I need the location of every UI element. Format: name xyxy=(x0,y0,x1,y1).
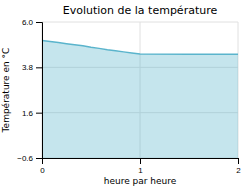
x-tick-label: 0 xyxy=(40,166,45,175)
chart: 0 1 2 −0.6 1.6 3.8 6.0 Evolution de la températ… xyxy=(0,0,250,188)
grid xyxy=(42,22,238,158)
y-tick-label: 3.8 xyxy=(22,63,34,72)
x-tick: 2 xyxy=(236,158,241,175)
plot: 0 1 2 −0.6 1.6 3.8 6.0 xyxy=(17,18,241,175)
x-domain xyxy=(43,159,239,165)
y-tick: 3.8 xyxy=(22,63,42,72)
area xyxy=(42,41,238,158)
x-tick-mark xyxy=(140,158,141,164)
x-tick: 0 xyxy=(40,158,45,175)
marks xyxy=(42,41,238,158)
x-tick: 1 xyxy=(138,158,143,175)
x-axis: 0 1 2 xyxy=(40,158,241,175)
y-tick: −0.6 xyxy=(17,154,42,163)
y-axis: −0.6 1.6 3.8 6.0 xyxy=(17,18,42,163)
y-domain xyxy=(36,23,43,159)
y-tick-label: 6.0 xyxy=(22,18,34,27)
x-tick-label: 1 xyxy=(138,166,143,175)
title: Evolution de la température xyxy=(63,4,218,17)
y-tick-mark xyxy=(36,158,42,159)
x-tick-label: 2 xyxy=(236,166,241,175)
y-tick: 6.0 xyxy=(22,18,42,27)
y-tick-mark xyxy=(36,67,42,68)
y-tick: 1.6 xyxy=(22,109,42,118)
y-tick-label: 1.6 xyxy=(22,109,34,118)
x-axis-title: heure par heure xyxy=(104,176,177,186)
x-tick-mark xyxy=(238,158,239,164)
y-tick-label: −0.6 xyxy=(17,154,33,163)
y-tick-mark xyxy=(36,113,42,114)
y-axis-title: Température en °C xyxy=(1,48,11,134)
y-tick-mark xyxy=(36,22,42,23)
line xyxy=(42,41,238,55)
